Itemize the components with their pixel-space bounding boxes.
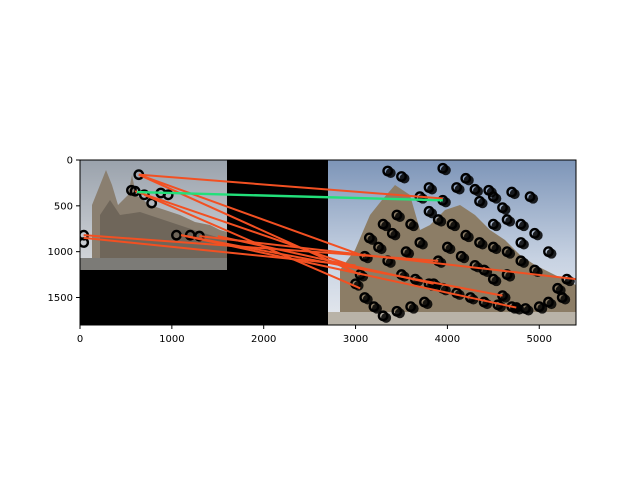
right-keypoint-blob-17	[491, 244, 502, 255]
x-tick-label-1: 1000	[159, 334, 184, 345]
y-tick-label-2: 1000	[48, 247, 73, 258]
axes-frame	[79, 159, 577, 326]
right-keypoint-blob-44	[422, 299, 433, 310]
match-line-6	[83, 236, 356, 267]
match-line-8	[180, 234, 517, 309]
match-line-3	[134, 190, 366, 271]
x-tick-label-3: 3000	[343, 334, 368, 345]
right-keypoint-blob-51	[440, 197, 451, 208]
y-axis: 0 500 1000 1500	[48, 156, 80, 304]
right-keypoint-blob-37	[555, 285, 566, 296]
right-keypoint-blob-34	[546, 299, 557, 310]
right-keypoint-blob-41	[381, 312, 392, 323]
x-tick-label-2: 2000	[251, 334, 276, 345]
right-keypoint-blob-67	[463, 175, 474, 186]
right-keypoint-blob-62	[404, 248, 415, 259]
right-keypoint-blob-32	[523, 305, 534, 316]
right-keypoint-blob-72	[532, 230, 543, 241]
right-keypoint-blob-12	[427, 208, 438, 219]
right-keypoint-blob-40	[371, 303, 382, 314]
x-tick-label-0: 0	[77, 334, 83, 345]
y-tick-label-1: 500	[54, 201, 73, 212]
right-keypoint-blob-43	[408, 303, 419, 314]
right-keypoint-blob-20	[367, 234, 378, 245]
right-keypoint-blob-39	[362, 294, 373, 305]
right-keypoint-blob-3	[454, 184, 465, 195]
right-keypoint-blob-4	[472, 186, 483, 197]
inlier-line-layer	[136, 190, 443, 202]
right-keypoint-blob-38	[353, 280, 364, 291]
right-keypoint-blob-33	[537, 303, 548, 314]
right-keypoint-blob-1	[399, 173, 410, 184]
right-keypoint-blob-63	[390, 230, 401, 241]
right-keypoint-blob-8	[509, 189, 520, 200]
right-keypoint-blob-2	[440, 165, 451, 176]
right-keypoint-blob-66	[427, 184, 438, 195]
right-keypoint-blob-6	[491, 193, 502, 204]
right-keypoint-blob-53	[491, 276, 502, 287]
right-keypoint-blob-10	[394, 212, 405, 222]
right-keypoint-blob-35	[560, 294, 571, 305]
match-line-layer	[83, 173, 576, 309]
right-keypoint-blob-13	[436, 216, 447, 227]
right-keypoint-blob-68	[477, 198, 488, 209]
match-line-0	[138, 173, 443, 200]
x-axis: 0 1000 2000 3000 4000 5000	[77, 325, 552, 345]
left-keypoint-5	[171, 229, 182, 241]
right-keypoint-blob-0	[385, 168, 396, 178]
match-line-2	[138, 173, 366, 258]
x-tick-label-4: 4000	[435, 334, 460, 345]
match-line-7	[180, 234, 503, 297]
y-tick-label-0: 0	[67, 156, 73, 167]
right-keypoint-blob-19	[518, 239, 529, 250]
x-tick-label-5: 5000	[527, 334, 552, 345]
right-keypoint-blob-49	[514, 304, 525, 315]
right-keypoint-blob-64	[381, 221, 392, 232]
right-keypoint-blob-58	[445, 244, 456, 255]
right-keypoint-blob-59	[459, 253, 470, 264]
right-keypoint-blob-70	[505, 216, 516, 227]
right-keypoint-blob-69	[491, 221, 502, 232]
right-keypoint-blob-22	[385, 257, 396, 268]
right-keypoint-blob-16	[477, 239, 488, 250]
right-keypoint-blob-9	[528, 193, 539, 204]
right-keypoint-blob-21	[376, 244, 387, 255]
right-keypoint-blob-7	[500, 204, 511, 215]
match-line-1	[138, 173, 361, 276]
right-keypoint-blob-42	[394, 308, 405, 319]
match-line-10	[217, 235, 434, 285]
right-keypoint-blob-61	[417, 239, 428, 250]
right-keypoint-blob-55	[518, 257, 529, 268]
match-line-9	[199, 235, 576, 281]
right-keypoint-blob-48	[500, 292, 511, 303]
right-keypoint-blob-57	[546, 248, 557, 259]
y-tick-label-3: 1500	[48, 293, 73, 304]
right-keypoint-blob-18	[505, 248, 516, 259]
right-keypoint-blob-54	[505, 271, 516, 282]
inlier-line-0	[136, 190, 443, 202]
right-keypoint-blob-14	[450, 221, 460, 232]
right-keypoint-blob-11	[408, 221, 419, 232]
right-keypoint-blob-71	[518, 221, 529, 232]
right-keypoint-blob-15	[463, 232, 474, 243]
left-keypoint-10	[126, 184, 137, 196]
